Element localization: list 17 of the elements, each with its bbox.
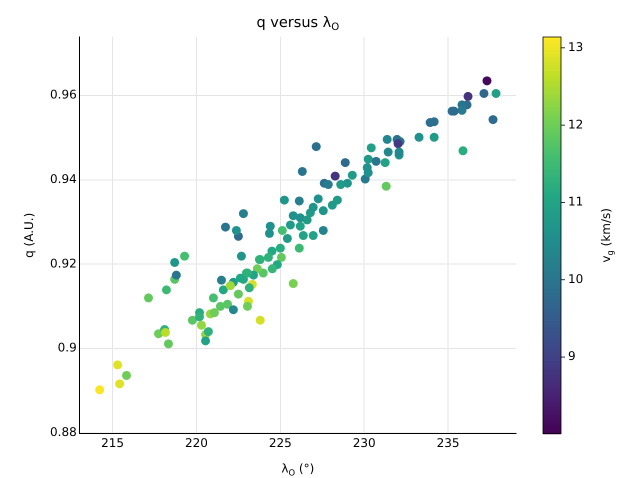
color-bar-label: 10 [568,272,584,286]
y-tick-label: 0.92 [50,256,77,270]
x-tick-label: 225 [268,436,292,450]
color-bar-label: 11 [568,194,584,209]
color-bar-label: 13 [568,40,584,54]
x-tick-label: 215 [101,436,124,450]
y-tick-label: 0.94 [50,172,77,186]
x-tick-label: 230 [352,436,376,450]
y-tick-label: 0.88 [50,424,77,439]
color-bar-label: 9 [568,349,576,364]
x-tick-label: 220 [185,436,208,450]
color-bar-label: 12 [568,117,584,132]
y-axis-title: q (A.U.) [22,212,36,258]
color-bar-title: vg (km/s) [599,208,615,263]
x-tick-label: 235 [436,436,460,450]
y-tick-label: 0.9 [58,340,77,355]
y-tick-label: 0.96 [50,88,77,102]
